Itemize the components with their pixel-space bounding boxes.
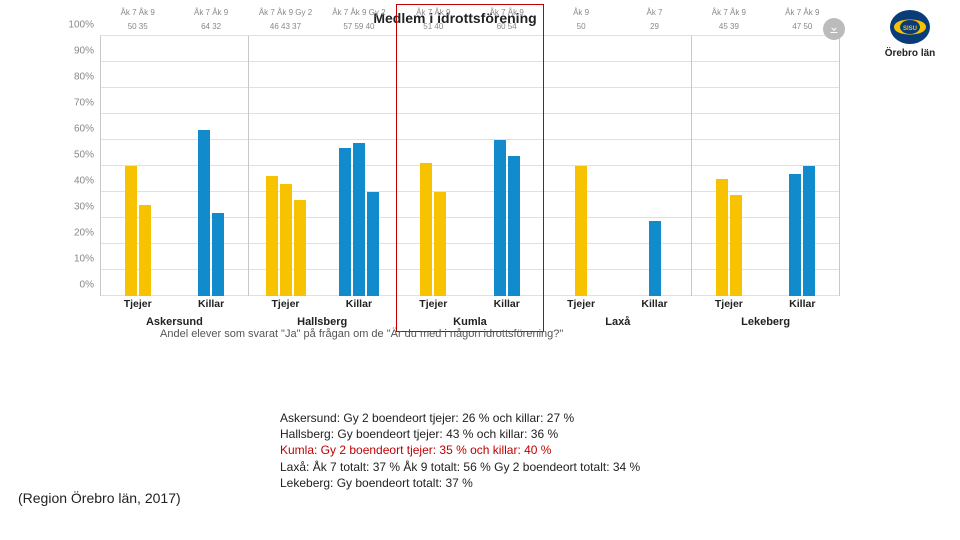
subgroup-label: Tjejer <box>544 298 617 310</box>
bar <box>575 36 587 296</box>
y-tick-label: 70% <box>60 98 94 109</box>
note-line: Askersund: Gy 2 boendeort tjejer: 26 % o… <box>280 410 640 426</box>
bar <box>294 36 306 296</box>
bar <box>420 36 432 296</box>
municipality-label: Lekeberg <box>692 316 839 328</box>
subgroup-label: Killar <box>470 298 543 310</box>
note-line: Kumla: Gy 2 boendeort tjejer: 35 % och k… <box>280 442 640 458</box>
column-headers: Åk 7 Åk 9 <box>766 8 839 17</box>
subgroup: Åk 729Killar <box>618 36 691 296</box>
bar <box>139 36 151 296</box>
column-headers: Åk 7 Åk 9 <box>174 8 247 17</box>
y-tick-label: 10% <box>60 254 94 265</box>
subgroup: Åk 7 Åk 964 32Killar <box>174 36 247 296</box>
bar <box>803 36 815 296</box>
municipality-group: Åk 7 Åk 9 Gy 246 43 37TjejerÅk 7 Åk 9 Gy… <box>249 36 397 296</box>
column-headers: Åk 7 Åk 9 <box>101 8 174 17</box>
y-tick-label: 30% <box>60 202 94 213</box>
bar <box>212 36 224 296</box>
subgroup: Åk 7 Åk 9 Gy 246 43 37Tjejer <box>249 36 322 296</box>
y-tick-label: 50% <box>60 150 94 161</box>
note-line: Laxå: Åk 7 totalt: 37 % Åk 9 totalt: 56 … <box>280 459 640 475</box>
y-tick-label: 80% <box>60 72 94 83</box>
municipality-label: Hallsberg <box>249 316 396 328</box>
logo-text: Örebro län <box>874 48 946 59</box>
municipality-group: Åk 7 Åk 950 35TjejerÅk 7 Åk 964 32Killar… <box>100 36 249 296</box>
subgroup: Åk 7 Åk 9 Gy 257 59 40Killar <box>322 36 395 296</box>
y-tick-label: 40% <box>60 176 94 187</box>
bar <box>367 36 379 296</box>
column-headers: Åk 7 Åk 9 Gy 2 <box>322 8 395 17</box>
note-line: Lekeberg: Gy boendeort totalt: 37 % <box>280 475 640 491</box>
bar <box>730 36 742 296</box>
subgroup-label: Tjejer <box>692 298 765 310</box>
value-labels: 64 32 <box>174 22 247 31</box>
municipality-label: Kumla <box>397 316 544 328</box>
subgroup: Åk 7 Åk 960 54Killar <box>470 36 543 296</box>
municipality-label: Askersund <box>101 316 248 328</box>
source-citation: (Region Örebro län, 2017) <box>18 490 181 506</box>
subgroup: Åk 7 Åk 947 50Killar <box>766 36 839 296</box>
chart-plot: 0%10%20%30%40%50%60%70%80%90%100%Åk 7 Åk… <box>100 36 840 296</box>
bar <box>508 36 520 296</box>
value-labels: 50 <box>544 22 617 31</box>
bar <box>353 36 365 296</box>
subgroup: Åk 7 Åk 950 35Tjejer <box>101 36 174 296</box>
column-headers: Åk 7 Åk 9 <box>692 8 765 17</box>
subgroup-label: Tjejer <box>397 298 470 310</box>
bar <box>494 36 506 296</box>
municipality-group: Åk 7 Åk 945 39TjejerÅk 7 Åk 947 50Killar… <box>692 36 840 296</box>
chart-subtitle: Andel elever som svarat "Ja" på frågan o… <box>160 328 563 340</box>
subgroup: Åk 7 Åk 945 39Tjejer <box>692 36 765 296</box>
subgroup-label: Killar <box>322 298 395 310</box>
logo: SISU Örebro län <box>874 8 946 59</box>
municipality-label: Laxå <box>544 316 691 328</box>
y-tick-label: 0% <box>60 280 94 291</box>
subgroup-label: Tjejer <box>249 298 322 310</box>
y-tick-label: 100% <box>60 20 94 31</box>
y-tick-label: 60% <box>60 124 94 135</box>
bar <box>280 36 292 296</box>
svg-text:SISU: SISU <box>903 26 917 32</box>
value-labels: 51 40 <box>397 22 470 31</box>
bar <box>198 36 210 296</box>
bar <box>339 36 351 296</box>
municipality-group: Åk 7 Åk 951 40TjejerÅk 7 Åk 960 54Killar… <box>397 36 545 296</box>
bar <box>789 36 801 296</box>
column-headers: Åk 7 Åk 9 <box>397 8 470 17</box>
subgroup-label: Killar <box>766 298 839 310</box>
bar <box>266 36 278 296</box>
subgroup: Åk 950Tjejer <box>544 36 617 296</box>
column-headers: Åk 7 Åk 9 <box>470 8 543 17</box>
y-tick-label: 90% <box>60 46 94 57</box>
value-labels: 57 59 40 <box>322 22 395 31</box>
subgroup-label: Tjejer <box>101 298 174 310</box>
bar <box>649 36 661 296</box>
notes-block: Askersund: Gy 2 boendeort tjejer: 26 % o… <box>280 410 640 491</box>
note-line: Hallsberg: Gy boendeort tjejer: 43 % och… <box>280 426 640 442</box>
value-labels: 29 <box>618 22 691 31</box>
column-headers: Åk 9 <box>544 8 617 17</box>
chart-container: Medlem i idrottsförening 0%10%20%30%40%5… <box>60 10 850 350</box>
logo-badge: SISU <box>888 8 932 46</box>
subgroup-label: Killar <box>174 298 247 310</box>
bar <box>434 36 446 296</box>
municipality-group: Åk 950TjejerÅk 729KillarLaxå <box>544 36 692 296</box>
column-headers: Åk 7 Åk 9 Gy 2 <box>249 8 322 17</box>
value-labels: 60 54 <box>470 22 543 31</box>
subgroup: Åk 7 Åk 951 40Tjejer <box>397 36 470 296</box>
groups: Åk 7 Åk 950 35TjejerÅk 7 Åk 964 32Killar… <box>100 36 840 296</box>
download-icon[interactable] <box>823 18 845 40</box>
subgroup-label: Killar <box>618 298 691 310</box>
y-tick-label: 20% <box>60 228 94 239</box>
bar <box>125 36 137 296</box>
value-labels: 50 35 <box>101 22 174 31</box>
column-headers: Åk 7 <box>618 8 691 17</box>
value-labels: 45 39 <box>692 22 765 31</box>
bar <box>716 36 728 296</box>
value-labels: 46 43 37 <box>249 22 322 31</box>
